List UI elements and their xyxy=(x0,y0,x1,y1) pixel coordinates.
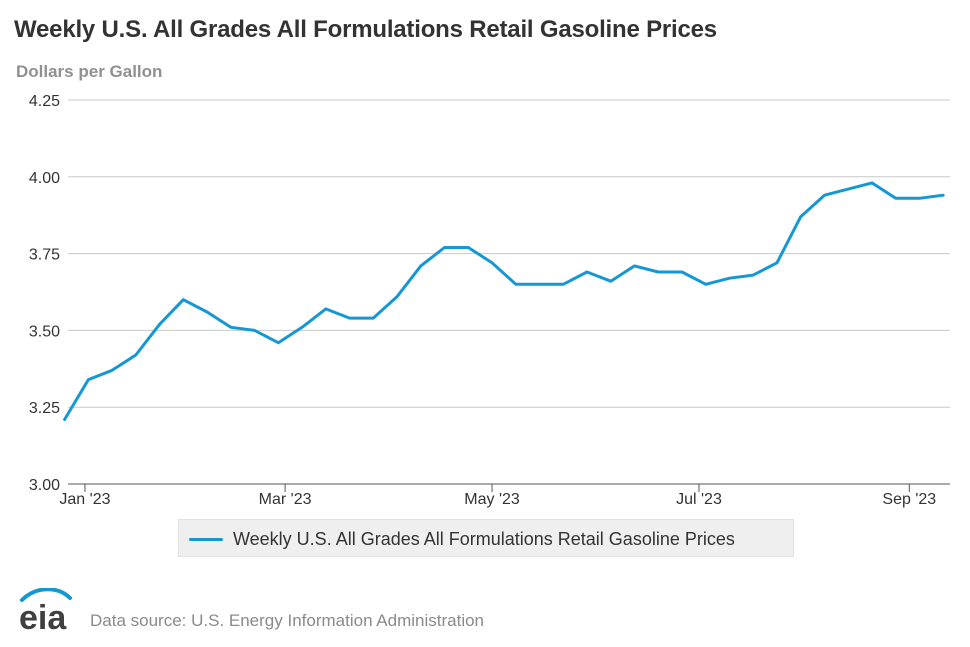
data-point[interactable] xyxy=(680,270,684,274)
x-tick-label: Jul '23 xyxy=(676,491,722,508)
data-point[interactable] xyxy=(562,283,565,286)
x-tick-label: Sep '23 xyxy=(882,491,936,508)
logo-wordmark: eia xyxy=(19,599,67,634)
y-axis-units-label: Dollars per Gallon xyxy=(16,62,163,81)
data-point[interactable] xyxy=(372,316,375,320)
data-point[interactable] xyxy=(253,329,256,332)
y-tick-label: 4.25 xyxy=(29,93,60,110)
data-point[interactable] xyxy=(585,270,589,274)
data-point[interactable] xyxy=(229,326,232,329)
data-point[interactable] xyxy=(870,181,874,185)
x-tick-label: Mar '23 xyxy=(259,491,312,508)
y-axis-ticks: 3.00 3.25 3.50 3.75 4.00 4.25 xyxy=(29,93,60,494)
data-point[interactable] xyxy=(110,369,114,372)
logo-swoosh-icon xyxy=(20,587,72,602)
series-line[interactable] xyxy=(63,181,945,421)
legend[interactable]: Weekly U.S. All Grades All Formulations … xyxy=(178,519,794,557)
x-tick-label: May '23 xyxy=(464,491,520,508)
data-point[interactable] xyxy=(752,273,755,277)
chart-title: Weekly U.S. All Grades All Formulations … xyxy=(14,16,717,43)
data-point[interactable] xyxy=(324,307,327,311)
data-point[interactable] xyxy=(609,280,612,283)
data-point[interactable] xyxy=(300,326,304,329)
y-tick-label: 4.00 xyxy=(29,170,60,187)
data-point[interactable] xyxy=(799,215,802,218)
data-point[interactable] xyxy=(823,194,826,197)
data-point[interactable] xyxy=(158,323,161,326)
x-axis-ticks: Jan '23 Mar '23 May '23 Jul '23 Sep '23 xyxy=(59,484,936,508)
data-point[interactable] xyxy=(728,277,731,280)
data-point[interactable] xyxy=(205,310,209,314)
eia-logo: eia xyxy=(18,587,74,637)
legend-item-label: Weekly U.S. All Grades All Formulations … xyxy=(233,529,735,549)
data-point[interactable] xyxy=(467,246,470,249)
data-point[interactable] xyxy=(63,418,66,421)
data-point[interactable] xyxy=(942,194,945,197)
y-tick-label: 3.25 xyxy=(29,400,60,417)
data-point[interactable] xyxy=(443,246,446,249)
data-point[interactable] xyxy=(894,197,897,200)
data-point[interactable] xyxy=(847,187,850,191)
data-point[interactable] xyxy=(538,283,541,286)
data-point[interactable] xyxy=(704,283,707,286)
y-tick-label: 3.00 xyxy=(29,477,60,494)
data-point[interactable] xyxy=(490,261,494,264)
y-tick-label: 3.50 xyxy=(29,323,60,340)
data-point[interactable] xyxy=(419,264,422,268)
x-tick-label: Jan '23 xyxy=(59,491,110,508)
data-source-note: Data source: U.S. Energy Information Adm… xyxy=(90,611,485,630)
data-point[interactable] xyxy=(918,197,921,200)
data-point[interactable] xyxy=(395,295,399,298)
data-point[interactable] xyxy=(657,270,660,274)
data-point[interactable] xyxy=(775,261,779,264)
data-point[interactable] xyxy=(277,341,280,344)
gridlines xyxy=(68,99,950,485)
data-point[interactable] xyxy=(182,298,185,301)
legend-swatch-line xyxy=(189,538,223,541)
data-point[interactable] xyxy=(87,378,90,381)
line-chart: 3.00 3.25 3.50 3.75 4.00 4.25 Jan '23 Mar '23 M… xyxy=(29,93,950,508)
data-point[interactable] xyxy=(134,353,137,357)
data-point[interactable] xyxy=(514,283,517,286)
series-layer xyxy=(63,181,945,421)
y-tick-label: 3.75 xyxy=(29,247,60,264)
data-point[interactable] xyxy=(633,264,636,268)
data-point[interactable] xyxy=(348,316,351,320)
